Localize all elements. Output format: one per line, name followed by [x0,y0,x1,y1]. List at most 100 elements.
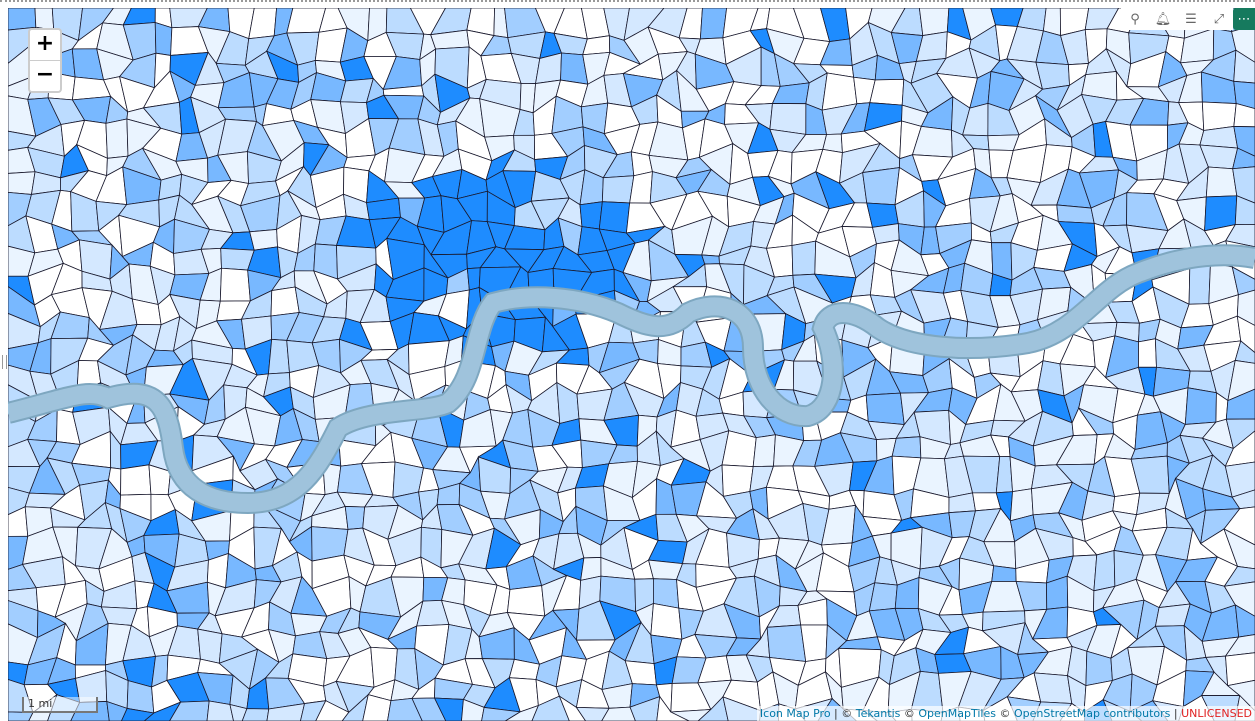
area-polygon[interactable] [862,167,900,206]
area-polygon[interactable] [433,697,464,721]
area-polygon[interactable] [1138,338,1157,368]
area-polygon[interactable] [34,8,55,31]
expand-icon[interactable]: ⤢ [1205,8,1233,30]
area-polygon[interactable] [650,603,683,640]
area-polygon[interactable] [1233,103,1255,128]
area-polygon[interactable] [800,624,828,662]
area-polygon[interactable] [918,8,950,37]
icon-map-pro-link[interactable]: Icon Map Pro [759,707,831,720]
area-polygon[interactable] [1233,49,1255,84]
filter-icon[interactable]: ☰ [1177,8,1205,30]
area-polygon[interactable] [387,697,423,721]
area-polygon[interactable] [105,118,129,159]
area-polygon[interactable] [531,695,570,721]
area-polygon[interactable] [579,201,603,230]
area-polygon[interactable] [1234,195,1255,226]
resize-handle[interactable] [2,355,7,369]
area-polygon[interactable] [1056,204,1095,224]
area-polygon[interactable] [461,698,485,721]
area-polygon[interactable] [1226,679,1255,712]
area-polygon[interactable] [701,254,720,265]
more-options-icon[interactable]: ⋯ [1233,8,1255,30]
area-polygon[interactable] [1223,528,1255,570]
area-polygon[interactable] [1033,672,1073,704]
area-polygon[interactable] [752,434,776,468]
area-polygon[interactable] [1236,315,1255,354]
area-polygon[interactable] [1184,387,1217,425]
area-polygon[interactable] [598,201,631,234]
area-polygon[interactable] [1225,418,1255,450]
area-polygon[interactable] [1234,340,1255,364]
area-polygon[interactable] [766,624,807,662]
openmaptiles-link[interactable]: OpenMapTiles [918,707,996,720]
area-polygon[interactable] [1225,652,1255,687]
area-polygon[interactable] [1201,101,1237,131]
area-polygon[interactable] [8,171,36,195]
area-polygon[interactable] [1233,80,1255,110]
area-polygon[interactable] [411,697,447,721]
area-polygon[interactable] [270,286,300,317]
area-polygon[interactable] [601,706,636,721]
area-polygon[interactable] [1224,430,1255,467]
area-polygon[interactable] [868,582,898,612]
area-polygon[interactable] [1223,581,1255,617]
area-polygon[interactable] [791,240,817,276]
area-polygon[interactable] [154,21,173,56]
choropleth-map[interactable]: + − 1 mi Icon Map Pro | © Tekantis © Ope… [8,8,1255,721]
area-polygon[interactable] [1232,147,1255,170]
area-polygon[interactable] [1224,461,1255,498]
area-polygon[interactable] [991,565,1017,582]
area-polygon[interactable] [120,464,152,496]
area-polygon[interactable] [575,706,610,721]
area-polygon[interactable] [869,78,905,106]
tekantis-link[interactable]: Tekantis [855,707,901,720]
area-polygon[interactable] [206,700,234,721]
area-polygon[interactable] [229,703,248,721]
osm-link[interactable]: OpenStreetMap contributors [1013,707,1171,720]
area-polygon[interactable] [267,338,290,375]
area-polygon[interactable] [362,694,392,721]
area-polygon[interactable] [504,704,540,721]
area-polygon[interactable] [315,700,350,721]
area-polygon[interactable] [656,695,690,721]
area-polygon[interactable] [241,708,270,721]
area-polygon[interactable] [1224,634,1255,657]
area-polygon[interactable] [866,202,899,228]
area-polygon[interactable] [219,267,251,302]
area-polygon[interactable] [1233,126,1255,157]
area-polygon[interactable] [1225,223,1255,248]
area-polygon[interactable] [8,8,37,31]
map-canvas[interactable] [8,8,1255,721]
bell-icon[interactable]: 🔔︎ [1149,8,1177,30]
area-polygon[interactable] [1231,266,1255,296]
area-polygon[interactable] [121,707,155,721]
area-polygon[interactable] [891,436,922,459]
area-polygon[interactable] [106,700,128,721]
area-polygon[interactable] [1232,166,1255,204]
area-polygon[interactable] [506,585,546,617]
area-polygon[interactable] [558,695,587,721]
area-polygon[interactable] [653,578,680,609]
area-polygon[interactable] [722,696,762,721]
area-polygon[interactable] [1236,289,1255,327]
area-polygon[interactable] [1223,506,1255,546]
area-polygon[interactable] [197,628,223,664]
area-polygon[interactable] [1231,489,1255,510]
zoom-in-button[interactable]: + [35,31,55,56]
area-polygon[interactable] [1093,549,1116,592]
area-polygon[interactable] [972,492,1002,512]
zoom-out-button[interactable]: − [30,60,60,91]
area-polygon[interactable] [1227,359,1255,402]
area-polygon[interactable] [143,701,182,721]
area-polygon[interactable] [266,703,306,721]
area-polygon[interactable] [865,392,905,426]
area-polygon[interactable] [300,700,327,721]
area-polygon[interactable] [1234,604,1255,638]
area-polygon[interactable] [1225,388,1255,420]
area-polygon[interactable] [699,8,728,40]
area-polygon[interactable] [697,696,729,721]
area-polygon[interactable] [169,700,210,721]
area-polygon[interactable] [1205,166,1238,198]
area-polygon[interactable] [1223,566,1255,587]
area-polygon[interactable] [629,696,661,721]
